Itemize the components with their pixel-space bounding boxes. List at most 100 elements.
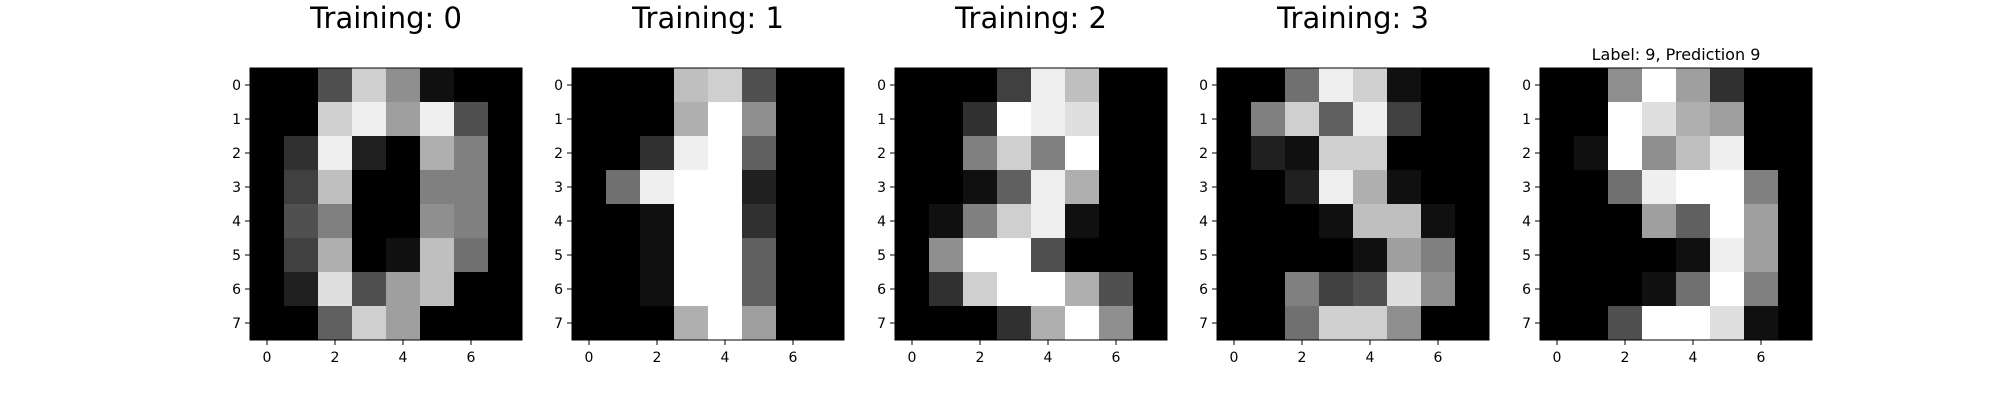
pixel-cell bbox=[1421, 204, 1456, 239]
pixel-cell bbox=[929, 272, 964, 307]
pixel-cell bbox=[1319, 102, 1354, 137]
pixel-cell bbox=[997, 136, 1032, 171]
pixel-cell bbox=[640, 238, 675, 273]
y-tick-label: 0 bbox=[554, 78, 563, 94]
pixel-cell bbox=[1676, 272, 1711, 307]
pixel-cell bbox=[1540, 238, 1575, 273]
pixel-cell bbox=[420, 170, 455, 205]
y-tick-label: 7 bbox=[554, 316, 563, 332]
pixel-cell bbox=[1217, 136, 1252, 171]
pixel-cell bbox=[776, 272, 811, 307]
pixel-cell bbox=[1540, 272, 1575, 307]
pixel-cell bbox=[1421, 102, 1456, 137]
y-tick-label: 6 bbox=[1522, 282, 1531, 298]
pixel-cell bbox=[1455, 204, 1490, 239]
y-tick-label: 7 bbox=[232, 316, 241, 332]
pixel-cell bbox=[929, 170, 964, 205]
pixel-cell bbox=[488, 170, 523, 205]
pixel-cell bbox=[776, 238, 811, 273]
pixel-cell bbox=[250, 204, 285, 239]
pixel-cell bbox=[895, 306, 930, 341]
y-tick-label: 6 bbox=[232, 282, 241, 298]
pixel-cell bbox=[1744, 306, 1779, 341]
x-tick-label: 0 bbox=[585, 350, 594, 366]
pixel-cell bbox=[284, 136, 319, 171]
pixel-cell bbox=[1540, 170, 1575, 205]
pixel-cell bbox=[895, 136, 930, 171]
pixel-cell bbox=[1608, 238, 1643, 273]
y-tick-label: 7 bbox=[1199, 316, 1208, 332]
pixel-cell bbox=[572, 170, 607, 205]
pixel-cell bbox=[318, 68, 353, 103]
pixel-cell bbox=[929, 136, 964, 171]
pixel-cell bbox=[572, 306, 607, 341]
pixel-cell bbox=[1744, 102, 1779, 137]
y-tick-label: 3 bbox=[554, 180, 563, 196]
pixel-cell bbox=[250, 238, 285, 273]
pixel-cell bbox=[1778, 102, 1813, 137]
pixel-cell bbox=[1217, 204, 1252, 239]
pixel-cell bbox=[929, 68, 964, 103]
pixel-cell bbox=[810, 306, 845, 341]
x-tick-label: 6 bbox=[1112, 350, 1121, 366]
pixel-cell bbox=[1421, 170, 1456, 205]
pixel-cell bbox=[1065, 102, 1100, 137]
pixel-cell bbox=[1065, 68, 1100, 103]
x-tick-label: 0 bbox=[908, 350, 917, 366]
pixel-cell bbox=[929, 238, 964, 273]
y-tick-label: 0 bbox=[877, 78, 886, 94]
pixel-cell bbox=[606, 204, 641, 239]
pixel-cell bbox=[1065, 204, 1100, 239]
pixel-cell bbox=[1574, 238, 1609, 273]
pixel-cell bbox=[1285, 238, 1320, 273]
pixel-cell bbox=[640, 136, 675, 171]
pixel-cell bbox=[1642, 170, 1677, 205]
pixel-cell bbox=[742, 204, 777, 239]
y-tick-label: 6 bbox=[877, 282, 886, 298]
panel-title: Label: 9, Prediction 9 bbox=[1592, 45, 1761, 64]
y-tick-label: 2 bbox=[1199, 146, 1208, 162]
pixel-cell bbox=[1455, 102, 1490, 137]
pixel-cell bbox=[776, 102, 811, 137]
pixel-cell bbox=[1744, 272, 1779, 307]
pixel-cell bbox=[1778, 68, 1813, 103]
pixel-cell bbox=[776, 306, 811, 341]
pixel-cell bbox=[1710, 238, 1745, 273]
y-tick-label: 5 bbox=[554, 248, 563, 264]
axes-frame bbox=[894, 67, 1168, 341]
pixel-cell bbox=[1217, 170, 1252, 205]
pixel-cell bbox=[1031, 102, 1066, 137]
pixel-cell bbox=[420, 204, 455, 239]
pixel-cell bbox=[1285, 68, 1320, 103]
pixel-cell bbox=[488, 136, 523, 171]
pixel-cell bbox=[352, 170, 387, 205]
pixel-cell bbox=[997, 272, 1032, 307]
y-tick-label: 0 bbox=[232, 78, 241, 94]
pixel-cell bbox=[1285, 204, 1320, 239]
pixel-cell bbox=[1455, 136, 1490, 171]
pixel-cell bbox=[488, 102, 523, 137]
y-tick-label: 1 bbox=[1522, 112, 1531, 128]
pixel-cell bbox=[1353, 68, 1388, 103]
pixel-cell bbox=[606, 68, 641, 103]
pixel-cell bbox=[776, 170, 811, 205]
pixel-cell bbox=[895, 102, 930, 137]
pixel-cell bbox=[1710, 204, 1745, 239]
pixel-cell bbox=[250, 68, 285, 103]
pixel-cell bbox=[352, 136, 387, 171]
y-tick-label: 5 bbox=[1522, 248, 1531, 264]
pixel-cell bbox=[1251, 272, 1286, 307]
pixel-cell bbox=[1778, 272, 1813, 307]
pixel-cell bbox=[1031, 306, 1066, 341]
pixel-cell bbox=[284, 272, 319, 307]
pixel-cell bbox=[1319, 136, 1354, 171]
pixel-cell bbox=[1099, 204, 1134, 239]
pixel-cell bbox=[963, 102, 998, 137]
pixel-cell bbox=[1353, 102, 1388, 137]
pixel-cell bbox=[674, 102, 709, 137]
pixel-cell bbox=[1285, 306, 1320, 341]
pixel-cell bbox=[454, 102, 489, 137]
x-tick-label: 0 bbox=[1230, 350, 1239, 366]
pixel-cell bbox=[284, 170, 319, 205]
pixel-cell bbox=[1099, 68, 1134, 103]
